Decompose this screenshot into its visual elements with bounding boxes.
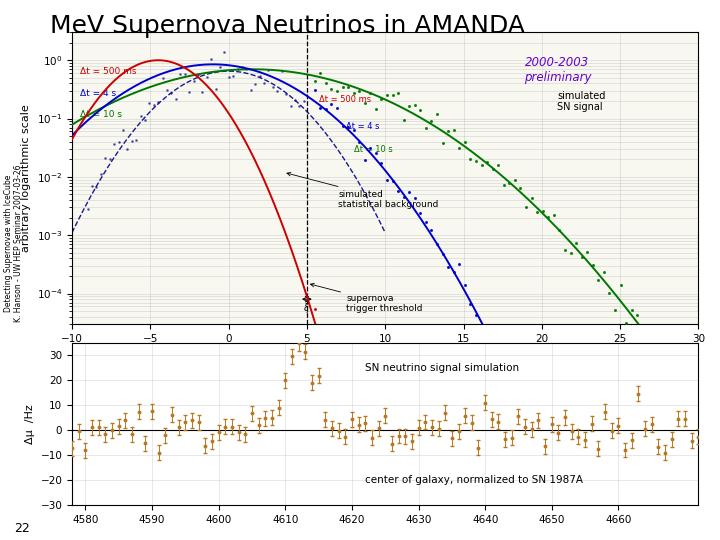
X-axis label: significance    (Δμ / σ_{Δμ})_max: significance (Δμ / σ_{Δμ})_max	[292, 349, 478, 360]
Text: SN neutrino signal simulation: SN neutrino signal simulation	[365, 363, 519, 373]
Text: K. Hanson - UW HEP Seminar 2007-03-26: K. Hanson - UW HEP Seminar 2007-03-26	[14, 164, 23, 322]
Text: supernova
trigger threshold: supernova trigger threshold	[310, 284, 423, 313]
Text: 22: 22	[14, 522, 30, 535]
Y-axis label: arbitrary logarithmic scale: arbitrary logarithmic scale	[21, 104, 31, 252]
Text: Detecting Supernovae with IceCube: Detecting Supernovae with IceCube	[4, 174, 13, 312]
Text: Δt = 500 ms: Δt = 500 ms	[320, 94, 372, 104]
Text: MeV Supernova Neutrinos in AMANDA: MeV Supernova Neutrinos in AMANDA	[50, 14, 526, 37]
Text: Δt = 4 s: Δt = 4 s	[80, 89, 116, 98]
Text: $\xi$: $\xi$	[303, 301, 310, 315]
Text: Δt = 4 s: Δt = 4 s	[346, 123, 379, 131]
Text: simulated
statistical background: simulated statistical background	[287, 172, 438, 210]
Text: Δt = 500 ms: Δt = 500 ms	[80, 66, 136, 76]
Text: Δt = 10 s: Δt = 10 s	[354, 145, 392, 154]
Text: Δt = 10 s: Δt = 10 s	[80, 110, 122, 119]
Text: 2000-2003
preliminary: 2000-2003 preliminary	[523, 56, 591, 84]
Y-axis label: Δμ  /Hz: Δμ /Hz	[25, 404, 35, 444]
Text: simulated
SN signal: simulated SN signal	[557, 91, 606, 112]
Text: center of galaxy, normalized to SN 1987A: center of galaxy, normalized to SN 1987A	[365, 475, 583, 485]
